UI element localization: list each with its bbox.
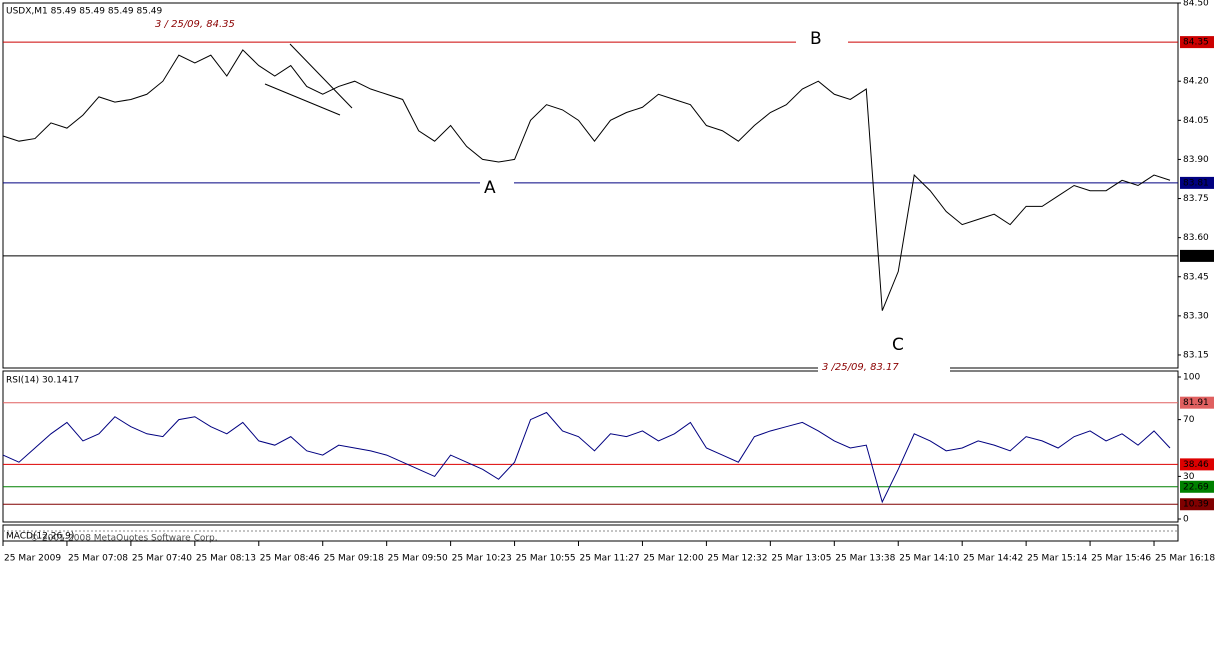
level-label: 84.35	[1183, 38, 1209, 48]
rsi-panel	[2, 370, 1179, 523]
x-tick-label: 25 Mar 08:13	[196, 554, 256, 564]
x-tick-label: 25 Mar 10:55	[516, 554, 576, 564]
x-tick-label: 25 Mar 14:42	[963, 554, 1023, 564]
data-layer: 84.50 84.20 84.05 83.90 83.75 83.60 83.45 83.30…	[2, 0, 1215, 564]
x-tick-label: 25 Mar 07:40	[132, 554, 192, 564]
macd-panel	[2, 524, 1179, 542]
point-a: A	[484, 178, 496, 198]
low-note: 3 /25/09, 83.17	[822, 362, 899, 373]
y-tick-label: 83.75	[1183, 194, 1209, 204]
y-tick-label: 0	[1183, 515, 1189, 525]
y-tick-label: 83.60	[1183, 233, 1209, 243]
label-bg	[480, 175, 514, 197]
level-label: 10.39	[1183, 500, 1209, 510]
level-box	[1180, 36, 1214, 49]
x-tick-label: 25 Mar 12:00	[643, 554, 703, 564]
label-bg	[796, 28, 848, 54]
series-line	[2, 411, 1171, 504]
x-tick-label: 25 Mar 11:27	[580, 554, 640, 564]
level-box	[1180, 458, 1214, 471]
level-box	[1180, 480, 1214, 493]
x-tick-label: 25 Mar 09:18	[324, 554, 384, 564]
macd-title: MACD(12,26,9)	[6, 532, 74, 542]
symbol-header: USDX,M1 85.49 85.49 85.49 85.49	[6, 7, 163, 17]
panel-title: RSI(14) 30.1417	[6, 376, 79, 386]
x-tick-label: 25 Mar 12:32	[707, 554, 767, 564]
level-box	[1180, 249, 1214, 262]
x-tick-label: 25 Mar 14:10	[899, 554, 959, 564]
trend-line	[264, 83, 341, 116]
level-label: 83.81	[1183, 178, 1209, 188]
y-tick-label: 84.20	[1183, 77, 1209, 87]
trend-line	[289, 43, 353, 109]
x-tick-label: 25 Mar 09:50	[388, 554, 448, 564]
level-label: 38.46	[1183, 460, 1209, 470]
y-tick-label: 83.30	[1183, 311, 1209, 321]
level-label: 22.69	[1183, 482, 1209, 492]
price-panel	[2, 2, 1179, 369]
y-tick-label: 84.50	[1183, 0, 1209, 9]
x-tick-label: 25 Mar 13:05	[771, 554, 831, 564]
x-tick-label: 25 Mar 13:38	[835, 554, 895, 564]
x-tick-label: 25 Mar 16:18	[1155, 554, 1215, 564]
point-c: C	[892, 335, 904, 355]
annotations: USDX,M1 85.49 85.49 85.49 85.49 3 / 25/0…	[6, 7, 950, 544]
y-tick-label: 70	[1183, 415, 1195, 425]
x-tick-label: 25 Mar 07:08	[68, 554, 128, 564]
level-label: 83.53	[1183, 251, 1209, 261]
x-tick-label: 25 Mar 15:14	[1027, 554, 1087, 564]
point-b: B	[810, 29, 822, 49]
copyright: © 2001-2008 MetaQuotes Software Corp.	[30, 534, 218, 544]
series-line	[2, 49, 1171, 311]
level-label: 81.91	[1183, 398, 1209, 408]
y-tick-label: 83.90	[1183, 155, 1209, 165]
level-box	[1180, 396, 1214, 409]
y-tick-label: 83.15	[1183, 350, 1209, 360]
x-tick-label: 25 Mar 15:46	[1091, 554, 1151, 564]
level-box	[1180, 498, 1214, 511]
x-tick-label: 25 Mar 08:46	[260, 554, 320, 564]
high-note: 3 / 25/09, 84.35	[155, 19, 235, 30]
level-box	[1180, 176, 1214, 189]
x-tick-label: 25 Mar 10:23	[452, 554, 512, 564]
y-tick-label: 84.05	[1183, 116, 1209, 126]
y-tick-label: 83.45	[1183, 272, 1209, 282]
y-tick-label: 30	[1183, 472, 1195, 482]
y-tick-label: 100	[1183, 373, 1200, 383]
label-bg	[818, 361, 950, 373]
x-tick-label: 25 Mar 2009	[4, 554, 61, 564]
